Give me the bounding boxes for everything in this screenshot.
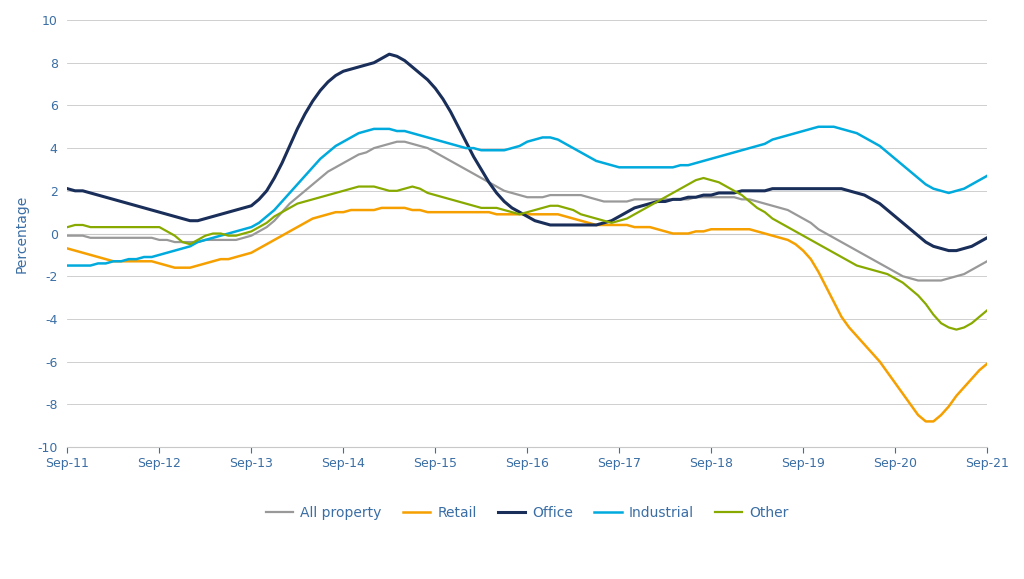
Line: All property: All property (68, 142, 1024, 280)
Other (873, 269, 886, 276)
Office (368, 59, 380, 66)
All property (873, 260, 886, 267)
Office (873, 200, 886, 207)
Industrial (873, 142, 886, 149)
Office (407, 64, 419, 71)
Other (61, 223, 74, 230)
Office (383, 51, 395, 58)
Industrial (61, 262, 74, 269)
Retail (920, 418, 932, 425)
Retail (376, 204, 388, 211)
Office (145, 207, 158, 214)
Retail (407, 207, 419, 214)
Retail (368, 207, 380, 214)
Retail (882, 369, 894, 376)
Line: Retail: Retail (68, 208, 1024, 422)
Other (697, 174, 710, 181)
Line: Office: Office (68, 54, 1024, 251)
Office (61, 185, 74, 192)
Line: Industrial: Industrial (68, 105, 1024, 266)
Other (950, 326, 963, 333)
All property (184, 239, 197, 245)
Industrial (145, 254, 158, 261)
All property (145, 234, 158, 241)
All property (368, 145, 380, 152)
Retail (61, 245, 74, 252)
Other (398, 185, 411, 192)
Retail (145, 258, 158, 265)
All property (391, 138, 403, 145)
All property (61, 232, 74, 239)
Other (184, 241, 197, 248)
Other (882, 270, 894, 277)
Other (368, 183, 380, 190)
Office (943, 247, 955, 254)
Industrial (368, 126, 380, 133)
Retail (873, 358, 886, 365)
Industrial (184, 243, 197, 250)
All property (882, 264, 894, 271)
Industrial (398, 127, 411, 134)
Y-axis label: Percentage: Percentage (15, 195, 29, 273)
Industrial (866, 138, 879, 145)
Office (882, 207, 894, 214)
Line: Other: Other (68, 178, 1024, 329)
All property (407, 140, 419, 147)
All property (912, 277, 925, 284)
Legend: All property, Retail, Office, Industrial, Other: All property, Retail, Office, Industrial… (260, 500, 795, 526)
Other (145, 223, 158, 230)
Retail (184, 264, 197, 271)
Office (184, 217, 197, 224)
